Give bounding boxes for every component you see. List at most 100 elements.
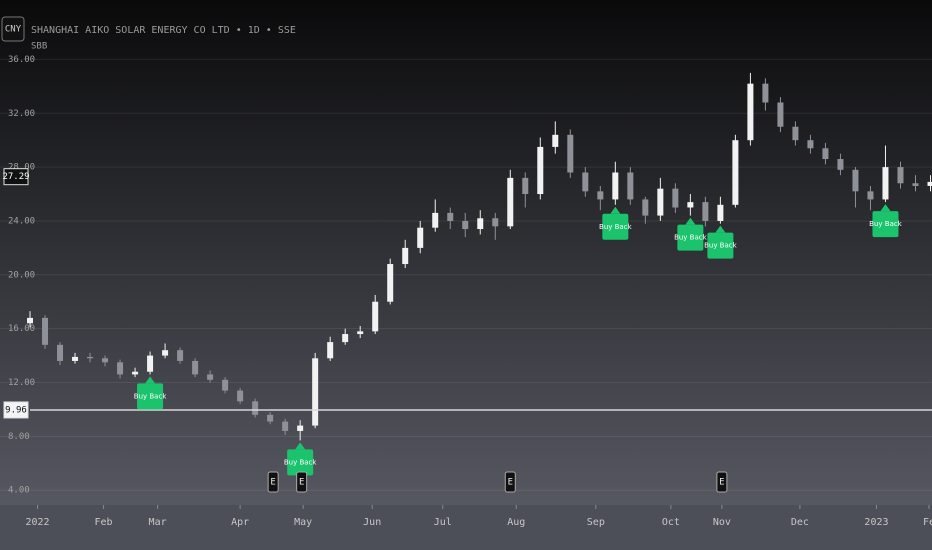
y-tick-label: 16.00 <box>8 324 35 334</box>
annotation-box <box>872 211 899 238</box>
price-label-box <box>3 401 29 419</box>
candle-body <box>852 169 859 192</box>
annotation-box <box>602 213 629 240</box>
annotation-text: Buy Back <box>704 242 738 250</box>
y-tick-label: 4.00 <box>8 486 30 496</box>
candle-body <box>357 331 364 335</box>
y-tick-label: 12.00 <box>8 378 35 388</box>
candle-body <box>402 247 409 265</box>
candle-body <box>87 356 94 359</box>
annotation-arrow <box>145 376 156 384</box>
y-tick-label: 32.00 <box>8 109 35 119</box>
candle-body <box>342 334 349 343</box>
candle-body <box>237 390 244 402</box>
candle-body <box>177 350 184 361</box>
candle-body <box>282 421 289 431</box>
candle-body <box>867 191 874 200</box>
annotation-box <box>137 383 164 410</box>
candle-body <box>447 212 454 221</box>
candle-body <box>477 218 484 230</box>
candle-body <box>147 355 154 372</box>
candle-body <box>792 126 799 141</box>
x-tick-label: Oct <box>662 517 680 528</box>
x-tick-label: Jul <box>434 517 452 528</box>
candle-body <box>702 202 709 221</box>
time-axis-bg <box>0 505 932 550</box>
candle-body <box>762 83 769 103</box>
candle-body <box>162 350 169 356</box>
candle-body <box>912 183 919 186</box>
candle-body <box>462 220 469 230</box>
candle-body <box>222 379 229 391</box>
candle-body <box>132 371 139 375</box>
price-label: 9.96 <box>5 405 27 415</box>
candle-body <box>192 360 199 375</box>
candle-body <box>717 204 724 221</box>
candle-body <box>492 218 499 227</box>
candle-body <box>687 202 694 208</box>
candle-body <box>597 191 604 200</box>
annotation-text: Buy Back <box>134 392 168 400</box>
event-text: E <box>270 478 275 488</box>
x-tick-label: Apr <box>231 517 249 528</box>
event-text: E <box>299 478 304 488</box>
candle-body <box>417 227 424 248</box>
annotation-arrow <box>880 204 891 212</box>
candle-body <box>72 356 79 361</box>
x-tick-label: May <box>294 517 312 528</box>
annotation-box <box>707 232 734 259</box>
candle-body <box>27 317 34 324</box>
event-text: E <box>508 478 513 488</box>
y-tick-label: 36.00 <box>8 55 35 65</box>
candle-body <box>582 172 589 192</box>
event-box <box>504 471 516 493</box>
y-tick-label: 28.00 <box>8 163 35 173</box>
candle-body <box>837 159 844 170</box>
annotation-arrow <box>295 442 306 450</box>
candle-body <box>777 102 784 127</box>
plot: 4.00 8.00 12.00 16.00 20.00 24.00 28.00 32.00 36… <box>0 55 932 528</box>
x-tick-label: 2023 <box>864 517 888 528</box>
candle-body <box>627 172 634 200</box>
x-tick-label: Dec <box>791 517 809 528</box>
candle-body <box>897 167 904 184</box>
annotation-text: Buy Back <box>284 458 318 466</box>
y-tick-label: 20.00 <box>8 270 35 280</box>
candle-body <box>507 177 514 227</box>
price-label: 27.29 <box>2 172 29 182</box>
x-tick-label: Jun <box>363 517 381 528</box>
candle-body <box>657 188 664 216</box>
annotation-arrow <box>610 206 621 214</box>
candle-body <box>432 212 439 228</box>
currency-box[interactable] <box>1 16 25 42</box>
candle-body <box>537 146 544 195</box>
x-tick-label: Aug <box>507 517 525 528</box>
candle-body <box>747 83 754 141</box>
candle-body <box>882 167 889 200</box>
candle-body <box>372 301 379 332</box>
candle-body <box>207 374 214 380</box>
candle-body <box>927 181 932 186</box>
candle-body <box>567 134 574 173</box>
event-text: E <box>719 478 724 488</box>
symbol-title: SHANGHAI AIKO SOLAR ENERGY CO LTD • 1D •… <box>31 25 296 36</box>
candle-body <box>57 344 64 361</box>
annotation-box <box>677 224 704 251</box>
y-tick-label: 24.00 <box>8 216 35 226</box>
indicator-name: SBB <box>31 42 47 52</box>
event-box <box>716 471 728 493</box>
x-tick-label: Nov <box>713 517 731 528</box>
candle-body <box>327 342 334 359</box>
annotation-box <box>287 449 314 476</box>
x-tick-label: Fe <box>923 517 932 528</box>
candle-body <box>612 172 619 200</box>
annotation-text: Buy Back <box>869 220 903 228</box>
candle-body <box>642 199 649 216</box>
candle-body <box>732 140 739 205</box>
x-tick-label: Sep <box>587 517 605 528</box>
x-tick-label: Mar <box>149 517 167 528</box>
event-box <box>267 471 279 493</box>
candle-body <box>807 140 814 149</box>
